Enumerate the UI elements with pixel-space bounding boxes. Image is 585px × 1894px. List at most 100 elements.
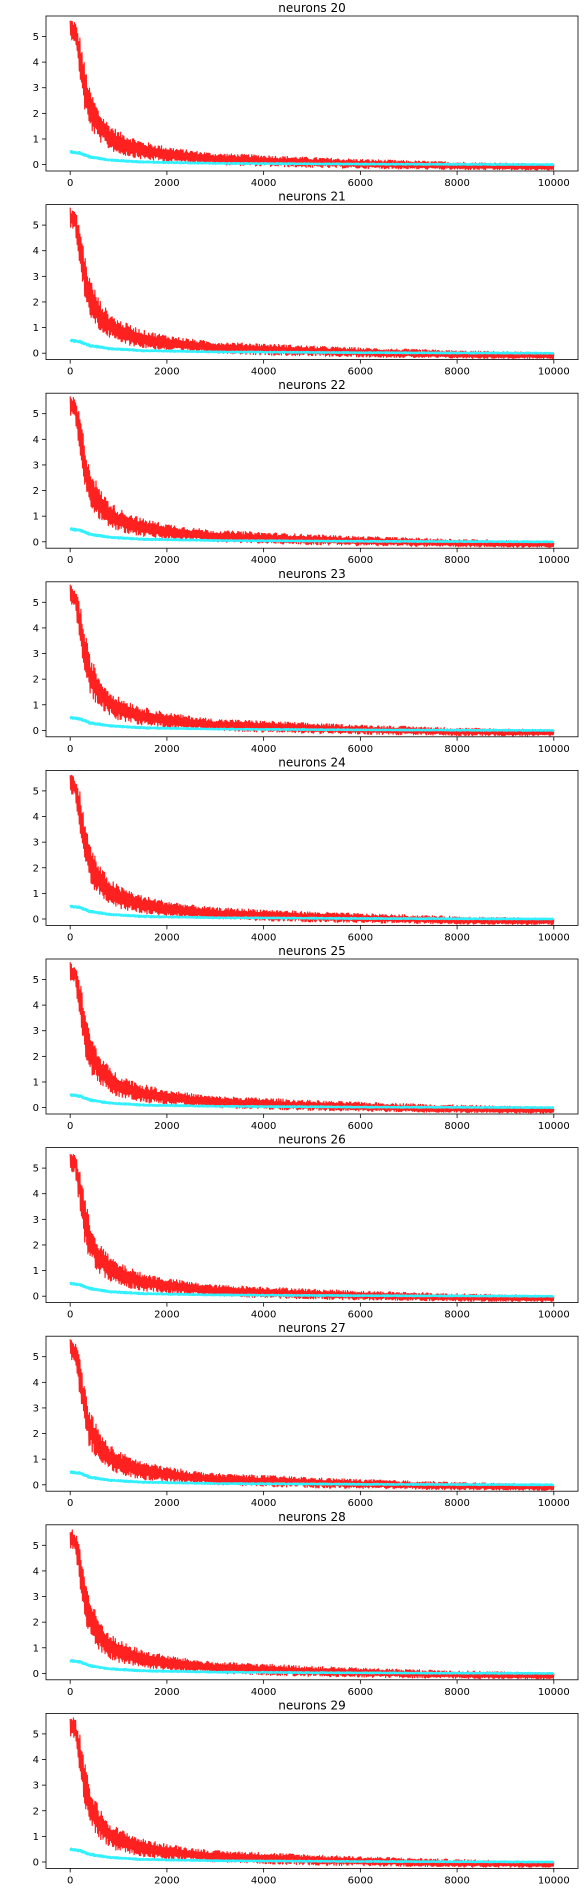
- x-tick-label: 4000: [251, 1875, 276, 1886]
- axes-frame: [45, 958, 579, 1115]
- y-tick-label: 3: [33, 649, 39, 660]
- x-tick-label: 8000: [444, 1310, 469, 1321]
- x-tick-label: 2000: [154, 1310, 179, 1321]
- axes-frame: [45, 1713, 579, 1869]
- plot-area: [69, 1529, 555, 1680]
- x-tick-label: 0: [67, 744, 73, 755]
- subplot: neurons 22 0 2000 4000 6000 8000 10000 0 1 2 3 4 5: [33, 378, 579, 566]
- y-tick-label: 5: [33, 1164, 39, 1175]
- subplot: neurons 23 0 2000 4000 6000 8000 10000 0 1 2 3 4 5: [33, 567, 579, 755]
- x-tick-label: 10000: [538, 555, 570, 566]
- x-tick-label: 0: [67, 1498, 73, 1509]
- subplot: neurons 26 0 2000 4000 6000 8000 10000 0 1 2 3 4 5: [33, 1133, 579, 1321]
- subplot-title: neurons 26: [278, 1133, 346, 1147]
- x-tick-label: 10000: [538, 1875, 570, 1886]
- axes-frame: [45, 1147, 579, 1303]
- y-tick-label: 4: [33, 1001, 39, 1012]
- axes-frame: [45, 581, 579, 738]
- y-tick-label: 4: [33, 1755, 39, 1766]
- axes-frame: [45, 204, 579, 361]
- series-line: [69, 1659, 555, 1675]
- plot-area: [69, 774, 555, 926]
- plot-area: [69, 584, 555, 737]
- x-tick-label: 2000: [154, 1498, 179, 1509]
- x-tick-label: 8000: [444, 1121, 469, 1132]
- x-tick-label: 0: [67, 932, 73, 943]
- y-tick-label: 3: [33, 1781, 39, 1792]
- subplot-title: neurons 27: [278, 1321, 346, 1335]
- subplot-title: neurons 23: [278, 567, 346, 581]
- x-tick-label: 10000: [538, 744, 570, 755]
- plot-area: [69, 1717, 555, 1868]
- y-tick-label: 0: [33, 349, 39, 360]
- y-tick-label: 3: [33, 1403, 39, 1414]
- axes-frame: [45, 770, 579, 926]
- y-tick-label: 4: [33, 246, 39, 257]
- y-tick-label: 1: [33, 323, 39, 334]
- y-tick-label: 1: [33, 1077, 39, 1088]
- y-tick-label: 5: [33, 1352, 39, 1363]
- x-tick-label: 4000: [251, 367, 276, 378]
- y-tick-label: 2: [33, 486, 39, 497]
- x-tick-label: 10000: [538, 1498, 570, 1509]
- subplot: neurons 20 0 2000 4000 6000 8000 10000 0 1 2 3 4 5: [33, 1, 579, 189]
- x-tick-label: 6000: [348, 1498, 373, 1509]
- plot-area: [69, 1153, 555, 1303]
- y-tick-label: 1: [33, 1455, 39, 1466]
- y-tick-label: 2: [33, 675, 39, 686]
- y-tick-label: 5: [33, 409, 39, 420]
- subplot-title: neurons 25: [278, 944, 346, 958]
- x-tick-label: 4000: [251, 1498, 276, 1509]
- y-tick-label: 4: [33, 812, 39, 823]
- series-line: [69, 715, 555, 732]
- x-tick-label: 10000: [538, 1121, 570, 1132]
- y-tick-label: 1: [33, 512, 39, 523]
- y-tick-label: 0: [33, 1480, 39, 1491]
- series-line: [69, 207, 555, 360]
- x-tick-label: 10000: [538, 1687, 570, 1698]
- x-tick-label: 2000: [154, 1687, 179, 1698]
- series-line: [69, 1847, 555, 1864]
- y-tick-label: 2: [33, 109, 39, 120]
- x-tick-label: 0: [67, 178, 73, 189]
- x-tick-label: 8000: [444, 744, 469, 755]
- y-tick-label: 2: [33, 1429, 39, 1440]
- series-line: [69, 962, 555, 1114]
- x-tick-label: 8000: [444, 1498, 469, 1509]
- series-line: [69, 20, 555, 171]
- subplot-title: neurons 22: [278, 378, 346, 392]
- y-tick-label: 0: [33, 537, 39, 548]
- y-tick-label: 4: [33, 1566, 39, 1577]
- x-tick-label: 10000: [538, 367, 570, 378]
- plot-area: [69, 396, 555, 548]
- series-line: [69, 1529, 555, 1680]
- x-tick-label: 4000: [251, 744, 276, 755]
- y-tick-label: 2: [33, 1618, 39, 1629]
- x-tick-label: 6000: [348, 555, 373, 566]
- x-tick-label: 6000: [348, 932, 373, 943]
- y-tick-label: 5: [33, 1541, 39, 1552]
- y-tick-label: 5: [33, 786, 39, 797]
- x-tick-label: 0: [67, 1875, 73, 1886]
- y-tick-label: 5: [33, 32, 39, 43]
- y-tick-label: 3: [33, 460, 39, 471]
- subplot: neurons 27 0 2000 4000 6000 8000 10000 0 1 2 3 4 5: [33, 1321, 579, 1509]
- x-tick-label: 0: [67, 1310, 73, 1321]
- series-line: [69, 904, 555, 921]
- subplot: neurons 29 0 2000 4000 6000 8000 10000 0 1 2 3 4 5: [33, 1698, 579, 1886]
- x-tick-label: 4000: [251, 555, 276, 566]
- y-tick-label: 2: [33, 1806, 39, 1817]
- y-tick-label: 1: [33, 889, 39, 900]
- subplot-title: neurons 21: [278, 190, 346, 204]
- x-tick-label: 4000: [251, 1687, 276, 1698]
- series-line: [69, 1470, 555, 1487]
- x-tick-label: 6000: [348, 744, 373, 755]
- axes-frame: [45, 1524, 579, 1681]
- x-tick-label: 6000: [348, 178, 373, 189]
- y-tick-label: 4: [33, 1189, 39, 1200]
- x-tick-label: 10000: [538, 932, 570, 943]
- x-tick-label: 6000: [348, 367, 373, 378]
- x-tick-label: 8000: [444, 1875, 469, 1886]
- subplot-title: neurons 20: [278, 1, 346, 15]
